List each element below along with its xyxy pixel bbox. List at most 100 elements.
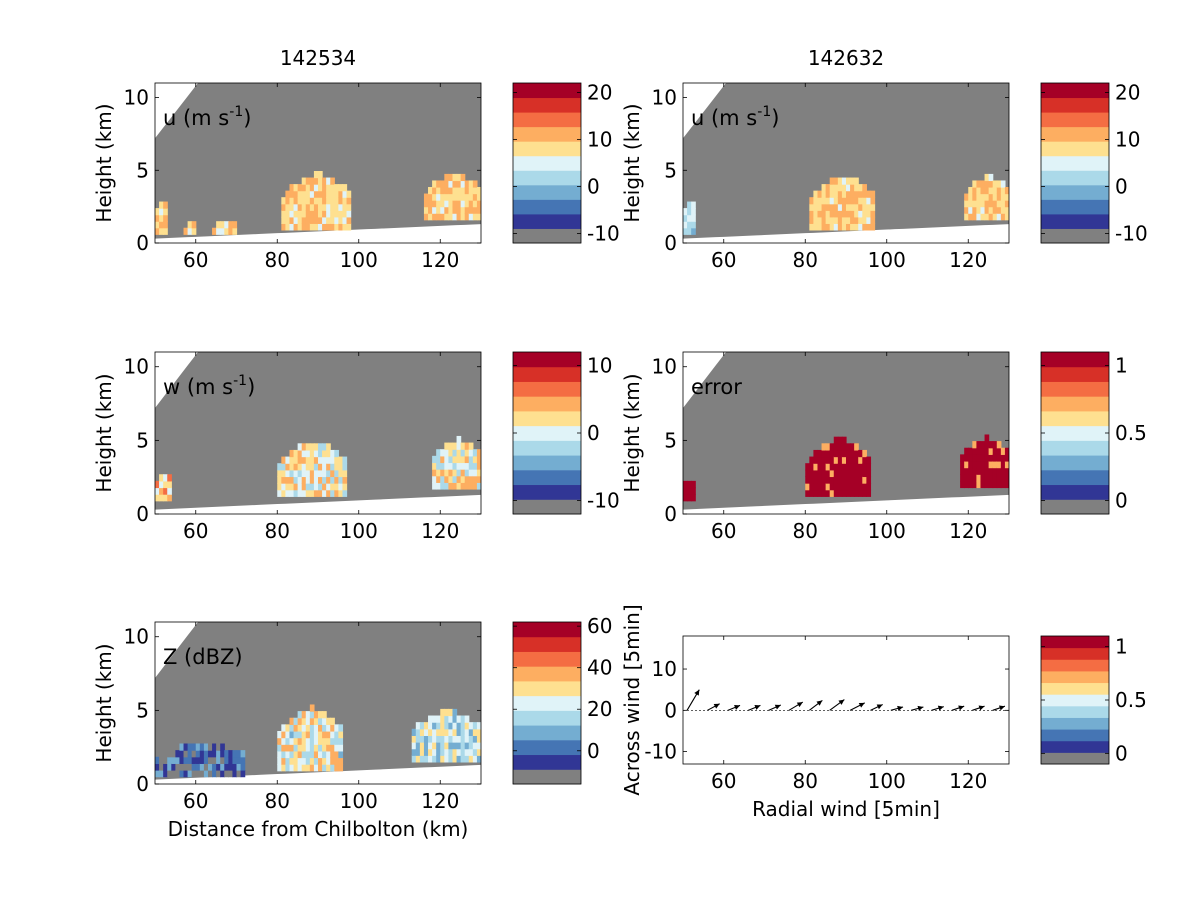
echo-cell bbox=[167, 763, 172, 771]
echo-cell bbox=[837, 476, 843, 484]
echo-cell bbox=[841, 449, 847, 458]
echo-cell bbox=[309, 764, 315, 772]
echo-cell bbox=[301, 711, 307, 719]
y-axis-label: Height (km) bbox=[92, 373, 116, 492]
echo-cell bbox=[415, 735, 421, 743]
echo-cell bbox=[460, 735, 466, 743]
colorbar-cell bbox=[513, 425, 581, 441]
echo-cell bbox=[862, 223, 867, 231]
echo-cell bbox=[297, 184, 303, 192]
echo-cell bbox=[850, 190, 855, 198]
echo-cell bbox=[216, 743, 221, 751]
echo-cell bbox=[846, 203, 851, 211]
echo-cell bbox=[289, 483, 295, 491]
echo-cell bbox=[338, 757, 344, 765]
colorbar-cell bbox=[1041, 705, 1109, 718]
panel-label-text: Z (dBZ) bbox=[163, 645, 243, 669]
echo-cell bbox=[289, 750, 295, 759]
echo-cell bbox=[440, 180, 445, 188]
echo-cell bbox=[841, 436, 847, 444]
echo-cell bbox=[285, 730, 291, 739]
echo-cell bbox=[203, 743, 209, 751]
echo-cell bbox=[419, 742, 425, 750]
echo-cell bbox=[850, 216, 855, 224]
echo-cell bbox=[464, 213, 470, 221]
echo-cell bbox=[683, 208, 688, 216]
x-tick-label: 60 bbox=[183, 248, 208, 272]
echo-cell bbox=[988, 213, 994, 221]
echo-cell bbox=[305, 449, 311, 458]
echo-cell bbox=[992, 447, 998, 455]
echo-cell bbox=[1000, 193, 1006, 201]
echo-cell bbox=[984, 173, 990, 182]
echo-cell bbox=[1000, 180, 1006, 188]
colorbar-tick-label: 10 bbox=[1115, 127, 1140, 151]
echo-cell bbox=[318, 744, 323, 752]
echo-cell bbox=[334, 223, 339, 231]
echo-cell bbox=[289, 717, 295, 725]
echo-cell bbox=[960, 454, 965, 462]
echo-cell bbox=[301, 757, 307, 765]
echo-cell bbox=[224, 221, 229, 229]
echo-cell bbox=[297, 443, 303, 451]
echo-cell bbox=[829, 223, 835, 231]
echo-cell bbox=[305, 757, 311, 765]
echo-cell bbox=[976, 460, 982, 469]
echo-cell bbox=[850, 463, 855, 471]
echo-cell bbox=[318, 177, 323, 185]
axes-frame bbox=[682, 635, 1010, 765]
echo-cell bbox=[297, 190, 303, 198]
echo-cell bbox=[850, 443, 855, 451]
echo-cell bbox=[821, 449, 827, 458]
echo-cell bbox=[825, 203, 831, 211]
echo-cell bbox=[988, 480, 994, 489]
echo-cell bbox=[837, 203, 843, 211]
echo-cell bbox=[1000, 187, 1006, 195]
echo-cell bbox=[309, 449, 315, 458]
echo-cell bbox=[346, 190, 352, 198]
echo-cell bbox=[456, 469, 462, 477]
echo-cell bbox=[980, 460, 986, 469]
echo-cell bbox=[342, 469, 348, 478]
echo-cell bbox=[330, 489, 335, 497]
colorbar-tick-label: 0.5 bbox=[1115, 688, 1147, 712]
echo-cell bbox=[423, 728, 429, 736]
echo-cell bbox=[821, 184, 827, 192]
echo-cell bbox=[833, 203, 839, 211]
wind-arrow-11 bbox=[911, 705, 924, 711]
echo-cell bbox=[960, 474, 965, 482]
echo-cell bbox=[159, 487, 164, 495]
echo-cell bbox=[1004, 460, 1009, 469]
echo-cell bbox=[301, 476, 307, 484]
echo-cell bbox=[432, 206, 437, 214]
echo-cell bbox=[1004, 480, 1009, 489]
echo-2 bbox=[964, 173, 1009, 221]
echo-cell bbox=[984, 441, 990, 449]
echo-cell bbox=[866, 483, 872, 491]
echo-cell bbox=[805, 476, 810, 484]
echo-cell bbox=[313, 711, 319, 719]
echo-cell bbox=[440, 728, 445, 736]
echo-cell bbox=[846, 190, 851, 198]
echo-cell bbox=[326, 717, 331, 725]
echo-cell bbox=[313, 476, 319, 484]
echo-cell bbox=[825, 449, 831, 458]
echo-cell bbox=[972, 441, 977, 449]
echo-cell bbox=[318, 730, 323, 739]
echo-cell bbox=[212, 743, 217, 751]
echo-cell bbox=[972, 447, 977, 455]
echo-cell bbox=[854, 223, 859, 231]
echo-cell bbox=[984, 213, 990, 221]
echo-cell bbox=[159, 494, 164, 502]
wind-arrow-14 bbox=[972, 705, 985, 711]
wind-arrow-0 bbox=[686, 689, 700, 711]
echo-cell bbox=[996, 206, 1002, 214]
echo-cell bbox=[988, 447, 994, 455]
x-tick-label: 120 bbox=[421, 789, 459, 813]
echo-cell bbox=[988, 193, 994, 201]
echo-0 bbox=[683, 201, 696, 235]
panel-label: u (m s-1) bbox=[163, 104, 251, 130]
echo-cell bbox=[968, 193, 973, 201]
echo-cell bbox=[236, 750, 242, 758]
